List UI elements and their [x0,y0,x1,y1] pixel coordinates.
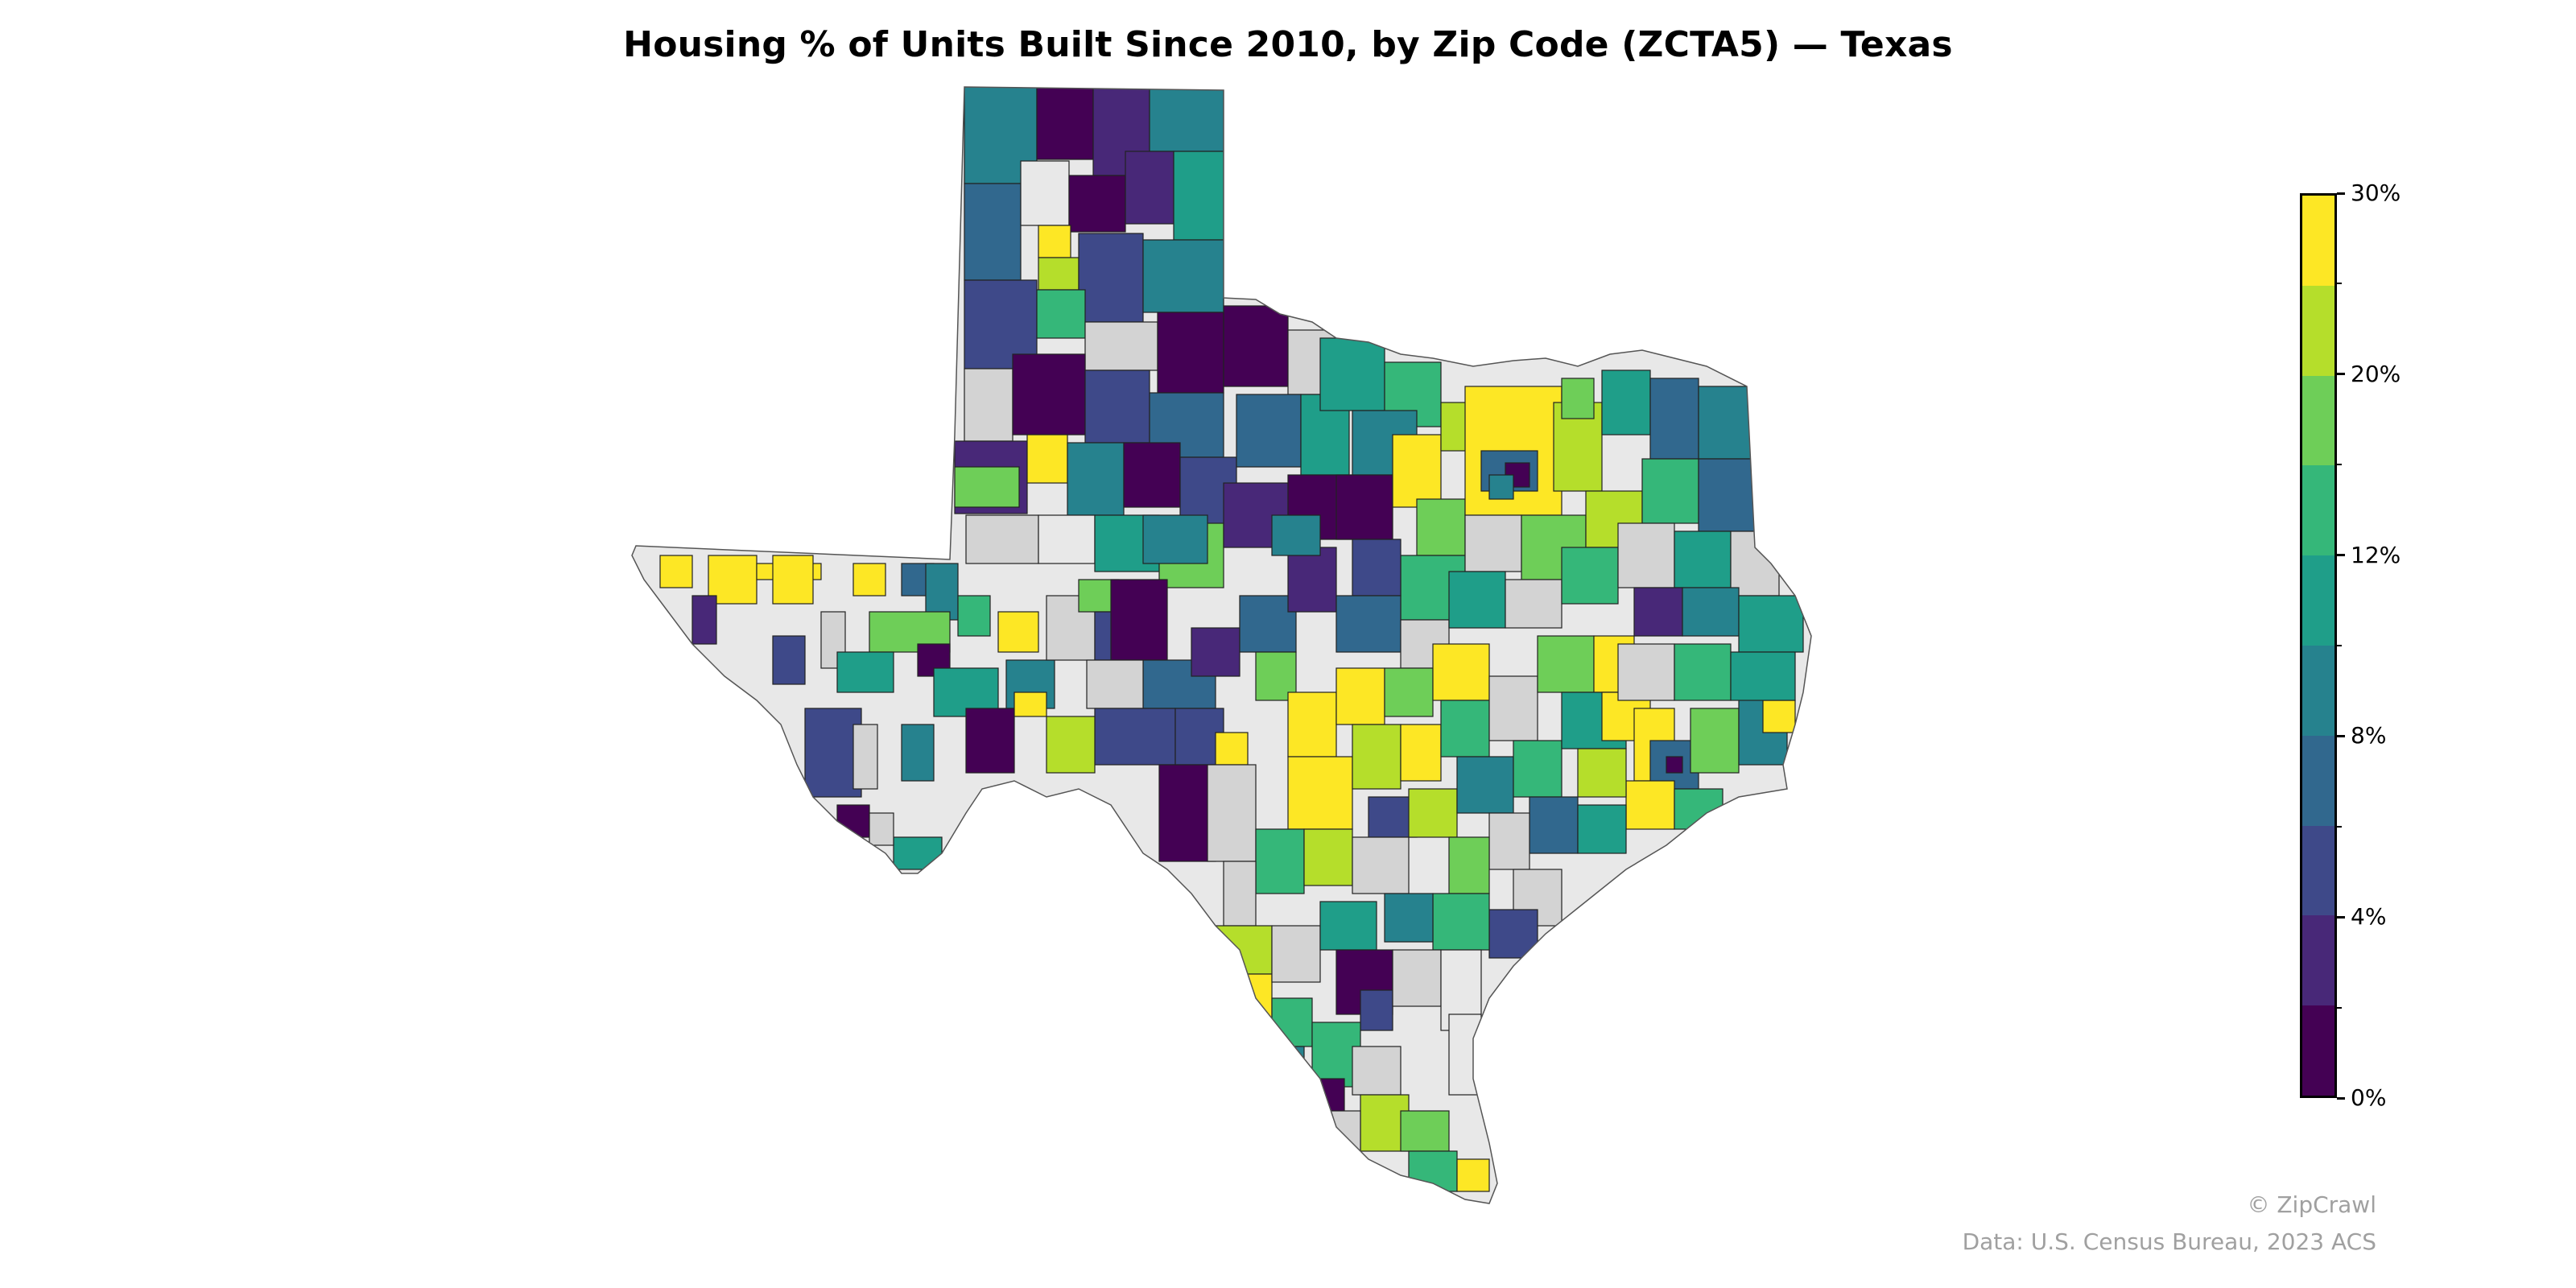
colorbar-bin [2302,645,2334,736]
colorbar-bin [2302,735,2334,826]
colorbar-tick-label: 30% [2351,180,2401,206]
colorbar-bin [2302,375,2334,466]
colorbar-major-tick [2337,554,2345,557]
colorbar-tick-label: 4% [2351,903,2387,931]
colorbar-minor-tick [2337,645,2342,646]
colorbar-minor-tick [2337,825,2342,828]
colorbar-bin [2302,1005,2334,1096]
colorbar-bin [2302,915,2334,1006]
colorbar-minor-tick [2337,1006,2342,1009]
colorbar-minor-tick [2337,464,2342,466]
colorbar-tick-label: 12% [2351,541,2401,568]
chart-title: Housing % of Units Built Since 2010, by … [623,24,1953,65]
colorbar-tick-label: 8% [2351,722,2387,749]
colorbar-bin [2302,285,2334,376]
colorbar-tick-label: 20% [2351,360,2401,387]
colorbar-bin [2302,825,2334,916]
colorbar-minor-tick [2337,283,2342,285]
colorbar [2300,193,2337,1098]
colorbar-bin [2302,196,2334,286]
data-source-text: Data: U.S. Census Bureau, 2023 ACS [1962,1228,2376,1255]
colorbar-major-tick [2337,915,2345,919]
zip-polygons [659,87,1804,1192]
colorbar-major-tick [2337,1096,2345,1100]
colorbar-major-tick [2337,734,2345,737]
credit-text: © ZipCrawl [2247,1191,2376,1218]
colorbar-bin [2302,465,2334,556]
colorbar-major-tick [2337,192,2345,195]
colorbar-tick-label: 0% [2351,1084,2387,1111]
colorbar-bin [2302,555,2334,646]
colorbar-major-tick [2337,373,2345,376]
